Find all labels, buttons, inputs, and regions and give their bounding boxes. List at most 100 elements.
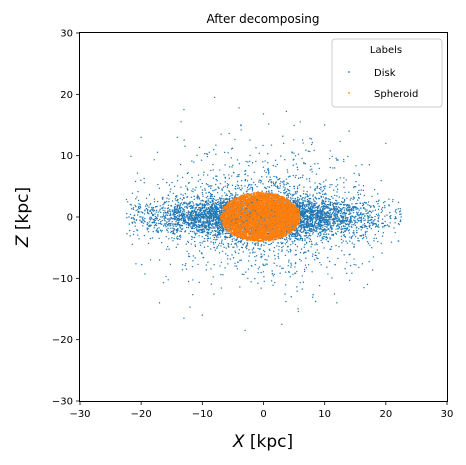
disk-point (191, 160, 193, 162)
disk-point (142, 216, 144, 219)
disk-point (224, 181, 226, 183)
disk-point (287, 182, 289, 185)
disk-point (276, 186, 279, 189)
disk-point (247, 175, 249, 177)
disk-point (369, 214, 371, 216)
disk-point (380, 208, 383, 210)
disk-point (294, 240, 296, 242)
disk-point (187, 226, 190, 229)
disk-point (296, 290, 298, 292)
disk-point (177, 229, 179, 231)
disk-point (311, 230, 313, 233)
disk-point (308, 177, 311, 180)
disk-point (137, 234, 139, 236)
disk-point (165, 275, 167, 278)
disk-point (206, 231, 208, 234)
disk-point (221, 242, 223, 245)
disk-point (168, 238, 170, 240)
disk-point (323, 220, 325, 223)
disk-point (392, 200, 394, 203)
disk-point (362, 207, 365, 210)
disk-point (336, 191, 338, 193)
disk-point (324, 214, 326, 216)
disk-point (312, 233, 314, 235)
disk-point (329, 224, 331, 226)
disk-point (322, 226, 324, 228)
disk-point (354, 220, 356, 222)
disk-point (269, 176, 271, 178)
disk-point (289, 197, 292, 199)
disk-point (248, 183, 250, 186)
disk-point (197, 174, 200, 176)
disk-point (135, 209, 137, 212)
disk-point (147, 227, 149, 230)
disk-point (150, 211, 153, 213)
disk-point (353, 246, 356, 248)
disk-point (180, 202, 183, 204)
disk-point (370, 216, 372, 218)
disk-point (139, 206, 142, 209)
disk-point (397, 208, 399, 210)
disk-point (176, 195, 178, 197)
disk-point (171, 181, 173, 184)
disk-point (163, 219, 166, 221)
disk-point (255, 160, 257, 163)
disk-point (356, 199, 359, 201)
disk-point (144, 217, 146, 220)
disk-point (196, 154, 198, 157)
disk-point (273, 273, 276, 276)
disk-point (192, 188, 194, 190)
disk-point (249, 139, 251, 141)
disk-point (175, 196, 178, 198)
disk-point (222, 186, 225, 189)
disk-point (307, 207, 310, 210)
disk-point (262, 144, 264, 147)
disk-point (194, 245, 197, 248)
disk-point (301, 288, 303, 290)
disk-point (314, 300, 317, 303)
disk-point (214, 219, 217, 222)
disk-point (167, 210, 169, 212)
disk-point (240, 180, 243, 182)
disk-point (357, 191, 359, 194)
disk-point (185, 263, 187, 265)
disk-point (257, 242, 259, 244)
disk-point (372, 205, 374, 207)
disk-point (362, 234, 365, 237)
disk-point (293, 152, 295, 154)
disk-point (358, 217, 361, 219)
disk-point (210, 241, 212, 243)
disk-point (375, 213, 378, 216)
disk-point (271, 189, 273, 192)
disk-point (312, 203, 314, 205)
disk-point (359, 213, 361, 216)
disk-point (254, 278, 256, 280)
disk-point (168, 248, 170, 250)
disk-point (246, 242, 248, 244)
disk-point (394, 222, 396, 224)
disk-point (206, 195, 209, 198)
disk-point (318, 252, 320, 254)
disk-point (160, 211, 162, 214)
disk-point (365, 210, 367, 212)
disk-point (369, 244, 371, 246)
disk-point (177, 243, 179, 245)
disk-point (162, 212, 165, 214)
disk-point (174, 198, 177, 200)
disk-point (343, 221, 345, 223)
disk-point (185, 202, 188, 205)
disk-point (176, 175, 179, 177)
disk-point (381, 252, 383, 254)
disk-point (215, 144, 217, 146)
disk-point (176, 200, 179, 202)
disk-point (225, 230, 227, 232)
disk-point (151, 237, 154, 239)
disk-point (182, 203, 184, 206)
disk-point (181, 199, 184, 201)
disk-point (217, 192, 219, 194)
disk-point (212, 163, 214, 166)
disk-point (297, 153, 300, 155)
disk-point (318, 285, 321, 287)
disk-point (173, 228, 175, 230)
disk-point (162, 209, 164, 211)
